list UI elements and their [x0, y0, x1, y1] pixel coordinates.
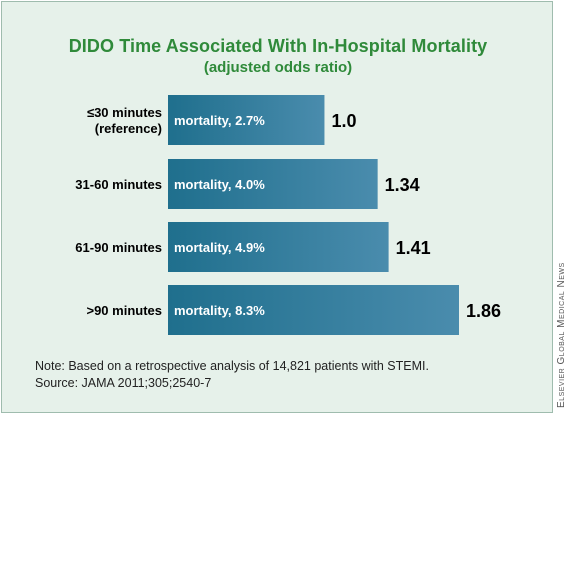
bar-chart: mortality, 2.7% 1.0 ≤30 minutes(reference)…: [75, 95, 501, 335]
credit-vertical: Elsevier Global Medical News: [556, 262, 580, 573]
chart-title: DIDO Time Associated With In-Hospital Mo…: [68, 36, 488, 56]
category-label-1: ≤30 minutes: [87, 105, 162, 120]
category-label-4: >90 minutes: [86, 303, 162, 318]
bar-1: [168, 95, 325, 145]
category-label-2: 31-60 minutes: [75, 177, 162, 192]
bar-label-4: mortality, 8.3%: [174, 303, 265, 318]
bar-2: [168, 159, 378, 209]
value-label-3: 1.41: [396, 238, 431, 258]
footnote: Note: Based on a retrospective analysis …: [35, 358, 429, 392]
bar-label-1: mortality, 2.7%: [174, 113, 265, 128]
chart-subtitle: (adjusted odds ratio): [203, 59, 353, 76]
bar-label-2: mortality, 4.0%: [174, 177, 265, 192]
footnote-line-1: Note: Based on a retrospective analysis …: [35, 359, 429, 373]
category-sublabel-1: (reference): [95, 121, 162, 136]
bar-4: [168, 285, 459, 335]
value-label-1: 1.0: [331, 111, 356, 131]
chart-panel: DIDO Time Associated With In-Hospital Mo…: [1, 1, 553, 413]
category-label-3: 61-90 minutes: [75, 240, 162, 255]
credit-text: Elsevier Global Medical News: [556, 262, 567, 408]
bar-3: [168, 222, 389, 272]
bar-label-3: mortality, 4.9%: [174, 240, 265, 255]
footnote-line-2: Source: JAMA 2011;305;2540-7: [35, 376, 212, 390]
value-label-2: 1.34: [385, 175, 420, 195]
value-label-4: 1.86: [466, 301, 501, 321]
